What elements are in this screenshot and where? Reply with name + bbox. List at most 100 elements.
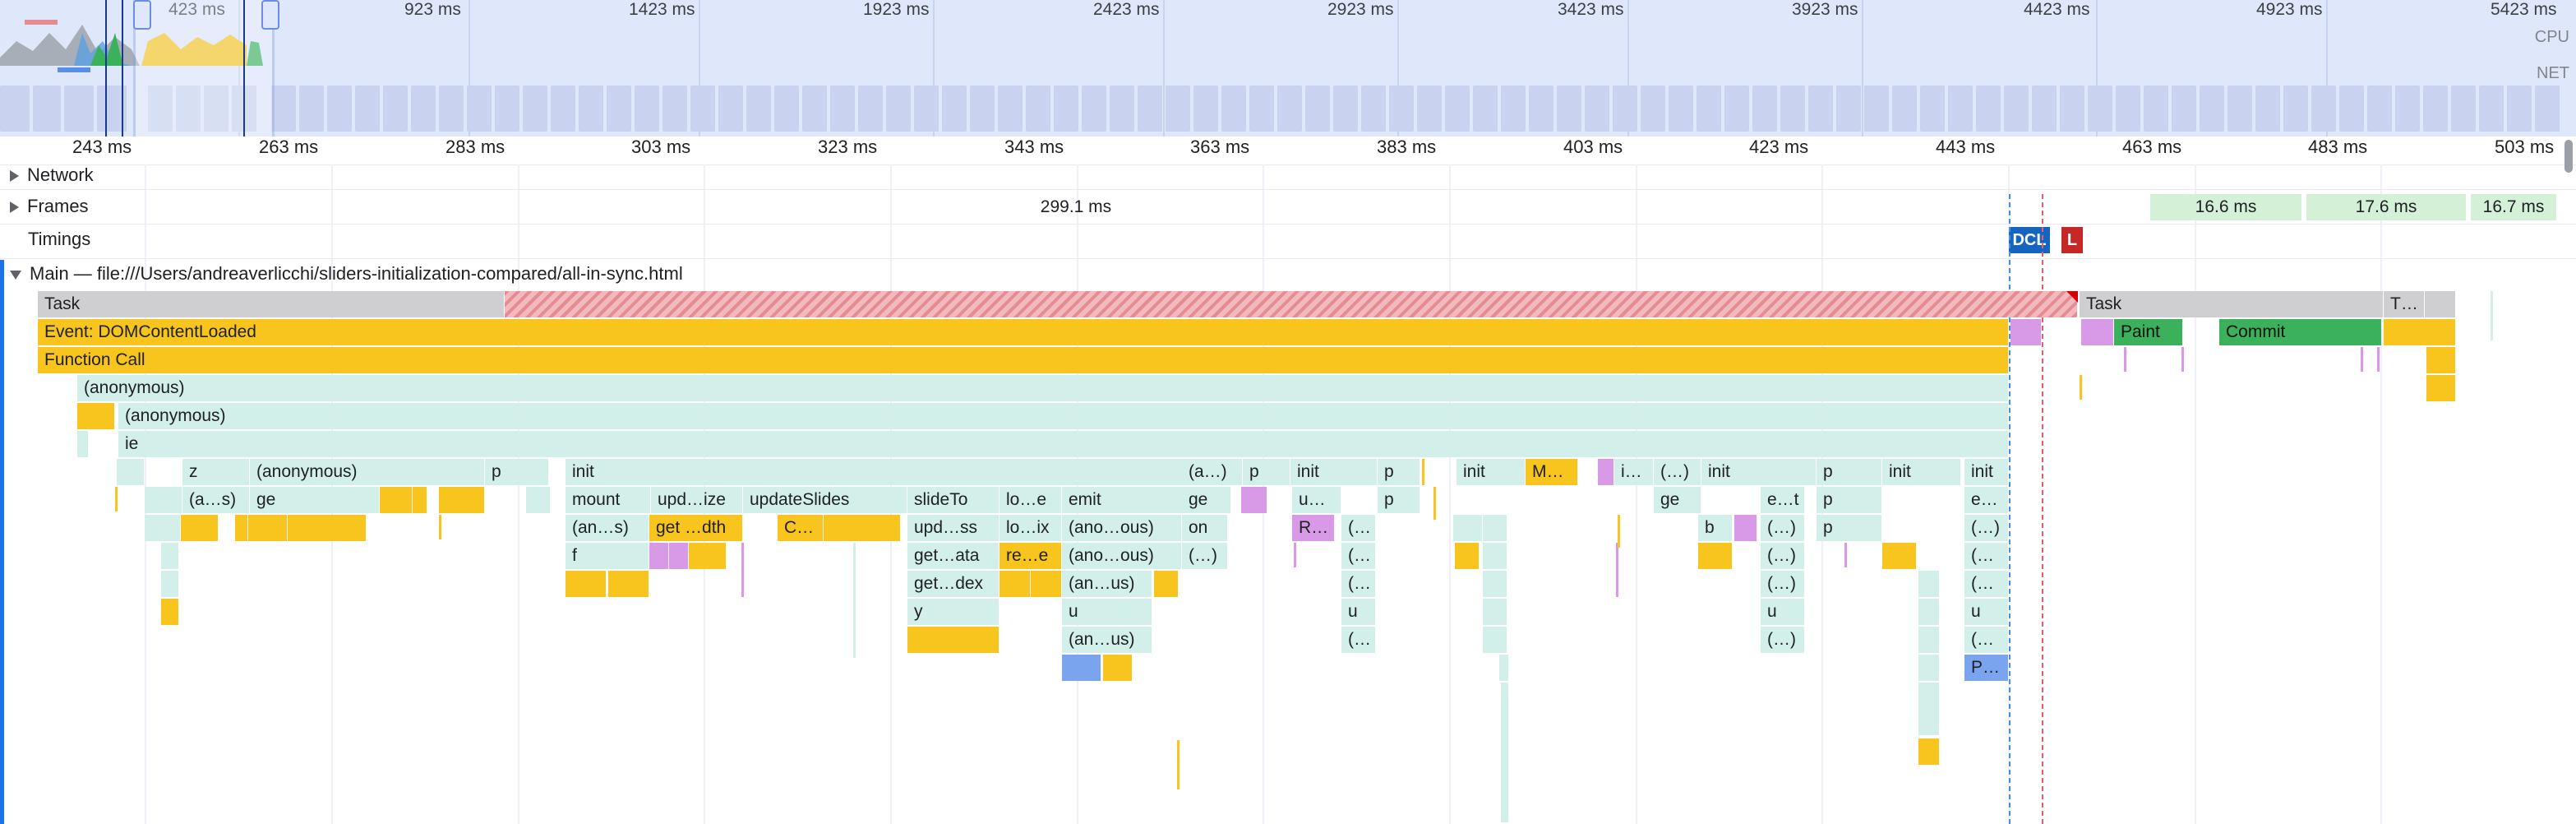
js-frame[interactable]: p [1817, 459, 1882, 485]
js-frame[interactable] [1918, 655, 1940, 681]
script-block[interactable] [77, 403, 115, 429]
js-frame[interactable] [1918, 599, 1940, 625]
task-block[interactable]: Task [2080, 291, 2384, 317]
js-frame[interactable]: (anonymous) [118, 403, 2009, 429]
js-frame[interactable] [1918, 683, 1940, 735]
rendering-block[interactable] [1734, 515, 1757, 541]
js-frame[interactable]: ge [250, 487, 380, 513]
js-frame[interactable]: (…) [1761, 571, 1805, 597]
js-frame[interactable]: (… [1341, 515, 1376, 541]
js-frame[interactable] [77, 431, 89, 457]
script-block[interactable] [248, 515, 288, 541]
js-frame[interactable] [1483, 571, 1507, 597]
js-frame[interactable]: init [1290, 459, 1378, 485]
js-frame[interactable]: u [1964, 599, 2009, 625]
script-block[interactable] [161, 599, 179, 625]
task-block[interactable]: T… [2384, 291, 2425, 317]
script-block[interactable] [439, 487, 485, 513]
js-frame[interactable] [1499, 655, 1509, 681]
overview-selection-window[interactable] [133, 0, 275, 137]
js-frame[interactable] [1501, 683, 1509, 822]
script-block[interactable] [2426, 347, 2456, 373]
js-frame[interactable] [117, 459, 145, 485]
script-block[interactable] [413, 487, 427, 513]
js-frame[interactable]: lo…e [999, 487, 1062, 513]
js-frame[interactable]: (…) [1761, 543, 1805, 569]
js-frame[interactable]: (… [1964, 543, 2009, 569]
js-frame[interactable]: b [1698, 515, 1733, 541]
rendering-block[interactable] [669, 543, 689, 569]
js-frame[interactable] [161, 543, 179, 569]
js-frame[interactable]: (ano…ous) [1062, 515, 1182, 541]
main-track-header[interactable]: Main — file:///Users/andreaverlicchi/sli… [10, 263, 683, 285]
network-track-header[interactable]: Network [10, 164, 94, 186]
script-block[interactable] [907, 627, 999, 653]
dcl-marker[interactable]: DCL [2009, 227, 2050, 253]
script-block[interactable] [1882, 543, 1917, 569]
js-frame[interactable] [526, 487, 551, 513]
js-frame[interactable] [161, 571, 179, 597]
js-frame[interactable] [1918, 571, 1940, 597]
script-block[interactable]: M… [1526, 459, 1578, 485]
script-block[interactable] [2426, 375, 2456, 401]
js-frame[interactable]: (anonymous) [250, 459, 485, 485]
script-block[interactable]: get …dth [649, 515, 743, 541]
js-frame[interactable]: (…) [1964, 515, 2009, 541]
script-block[interactable] [235, 515, 248, 541]
js-frame[interactable]: y [907, 599, 999, 625]
script-block[interactable] [1103, 655, 1133, 681]
js-frame[interactable]: (…) [1761, 515, 1805, 541]
js-frame[interactable]: ie [118, 431, 2009, 457]
js-frame[interactable] [1483, 543, 1507, 569]
frames-track-header[interactable]: Frames [10, 196, 89, 217]
timeline-overview[interactable]: 423 ms 923 ms 1423 ms 1923 ms 2423 ms 29… [0, 0, 2576, 137]
script-block[interactable] [1031, 571, 1062, 597]
rendering-block[interactable] [649, 543, 669, 569]
script-block[interactable] [824, 515, 901, 541]
selection-left-handle[interactable] [133, 0, 151, 30]
js-frame[interactable]: (… [1341, 543, 1376, 569]
script-block[interactable] [1918, 738, 1940, 765]
frame-long[interactable]: 299.1 ms [145, 194, 2007, 220]
js-frame[interactable]: u [1341, 599, 1376, 625]
js-frame[interactable] [1483, 515, 1507, 541]
js-frame[interactable]: init [566, 459, 1184, 485]
rendering-block[interactable] [2010, 319, 2042, 345]
js-frame[interactable]: ge [1182, 487, 1231, 513]
js-frame[interactable]: p [1378, 487, 1420, 513]
script-block[interactable] [380, 487, 413, 513]
js-frame[interactable] [145, 487, 182, 513]
gc-block[interactable] [1062, 655, 1101, 681]
script-block[interactable] [1455, 543, 1480, 569]
js-frame[interactable]: emit [1062, 487, 1185, 513]
script-block[interactable] [288, 515, 367, 541]
event-domcontentloaded[interactable]: Event: DOMContentLoaded [38, 319, 2009, 345]
script-block[interactable] [566, 571, 607, 597]
js-frame[interactable]: (… [1341, 627, 1376, 653]
collapse-icon[interactable] [10, 270, 21, 280]
script-block[interactable] [1698, 543, 1733, 569]
script-block[interactable] [181, 515, 219, 541]
js-frame[interactable]: (a…) [1182, 459, 1243, 485]
rendering-block[interactable] [1598, 459, 1614, 485]
js-frame[interactable]: lo…ix [999, 515, 1062, 541]
expand-icon[interactable] [10, 201, 19, 214]
selection-right-handle[interactable] [261, 0, 279, 30]
js-frame[interactable]: upd…ss [907, 515, 999, 541]
js-frame[interactable] [1483, 599, 1507, 625]
script-block[interactable] [689, 543, 727, 569]
js-frame[interactable]: (an…s) [566, 515, 649, 541]
frame-c[interactable]: 16.7 ms [2471, 194, 2556, 220]
js-frame[interactable] [1483, 627, 1507, 653]
js-frame[interactable]: u… [1292, 487, 1341, 513]
js-frame[interactable]: p [1243, 459, 1290, 485]
rendering-block[interactable]: R… [1292, 515, 1335, 541]
script-block[interactable] [999, 571, 1031, 597]
js-frame[interactable]: (… [1341, 571, 1376, 597]
js-frame[interactable]: (… [1964, 571, 2009, 597]
script-block[interactable] [608, 571, 649, 597]
js-frame[interactable]: mount [566, 487, 651, 513]
js-frame[interactable]: p [485, 459, 549, 485]
paint-block[interactable]: Paint [2114, 319, 2183, 345]
js-frame[interactable]: z [182, 459, 250, 485]
